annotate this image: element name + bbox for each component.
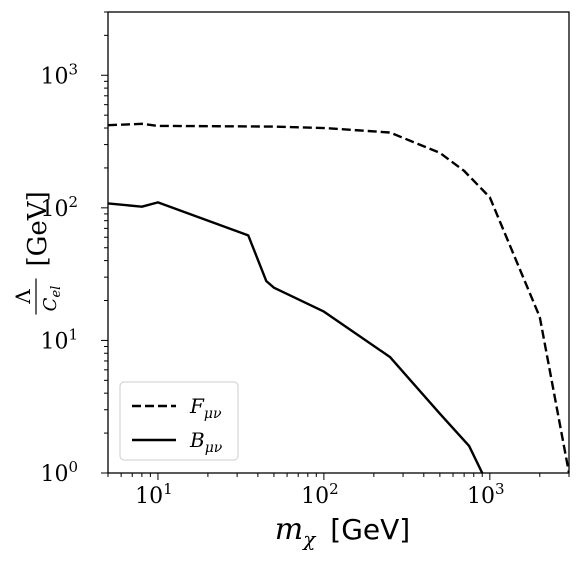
x-tick-label: 102: [301, 480, 339, 509]
plot-frame: [107, 11, 570, 474]
x-tick-label: 101: [135, 480, 173, 509]
x-axis-label: mχ [GeV]: [275, 512, 410, 551]
svg-text:[GeV]: [GeV]: [23, 191, 53, 266]
y-tick-label: 102: [40, 193, 78, 222]
plot-area: [108, 122, 569, 473]
y-tick-label: 101: [40, 325, 78, 354]
x-tick-label: 103: [467, 480, 505, 509]
y-axis-label: Λ Cel [GeV]: [11, 191, 64, 315]
axes: 101 102 103 100 101 102 103 mχ [GeV] Λ Cel [GeV]: [11, 11, 570, 551]
y-tick-label: 100: [40, 458, 78, 487]
series-line-b-munu: [108, 201, 484, 473]
svg-text:Cel: Cel: [40, 286, 64, 312]
series-line-f-munu: [108, 122, 569, 473]
y-tick-label: 103: [40, 60, 78, 89]
svg-text:Λ: Λ: [11, 289, 35, 305]
